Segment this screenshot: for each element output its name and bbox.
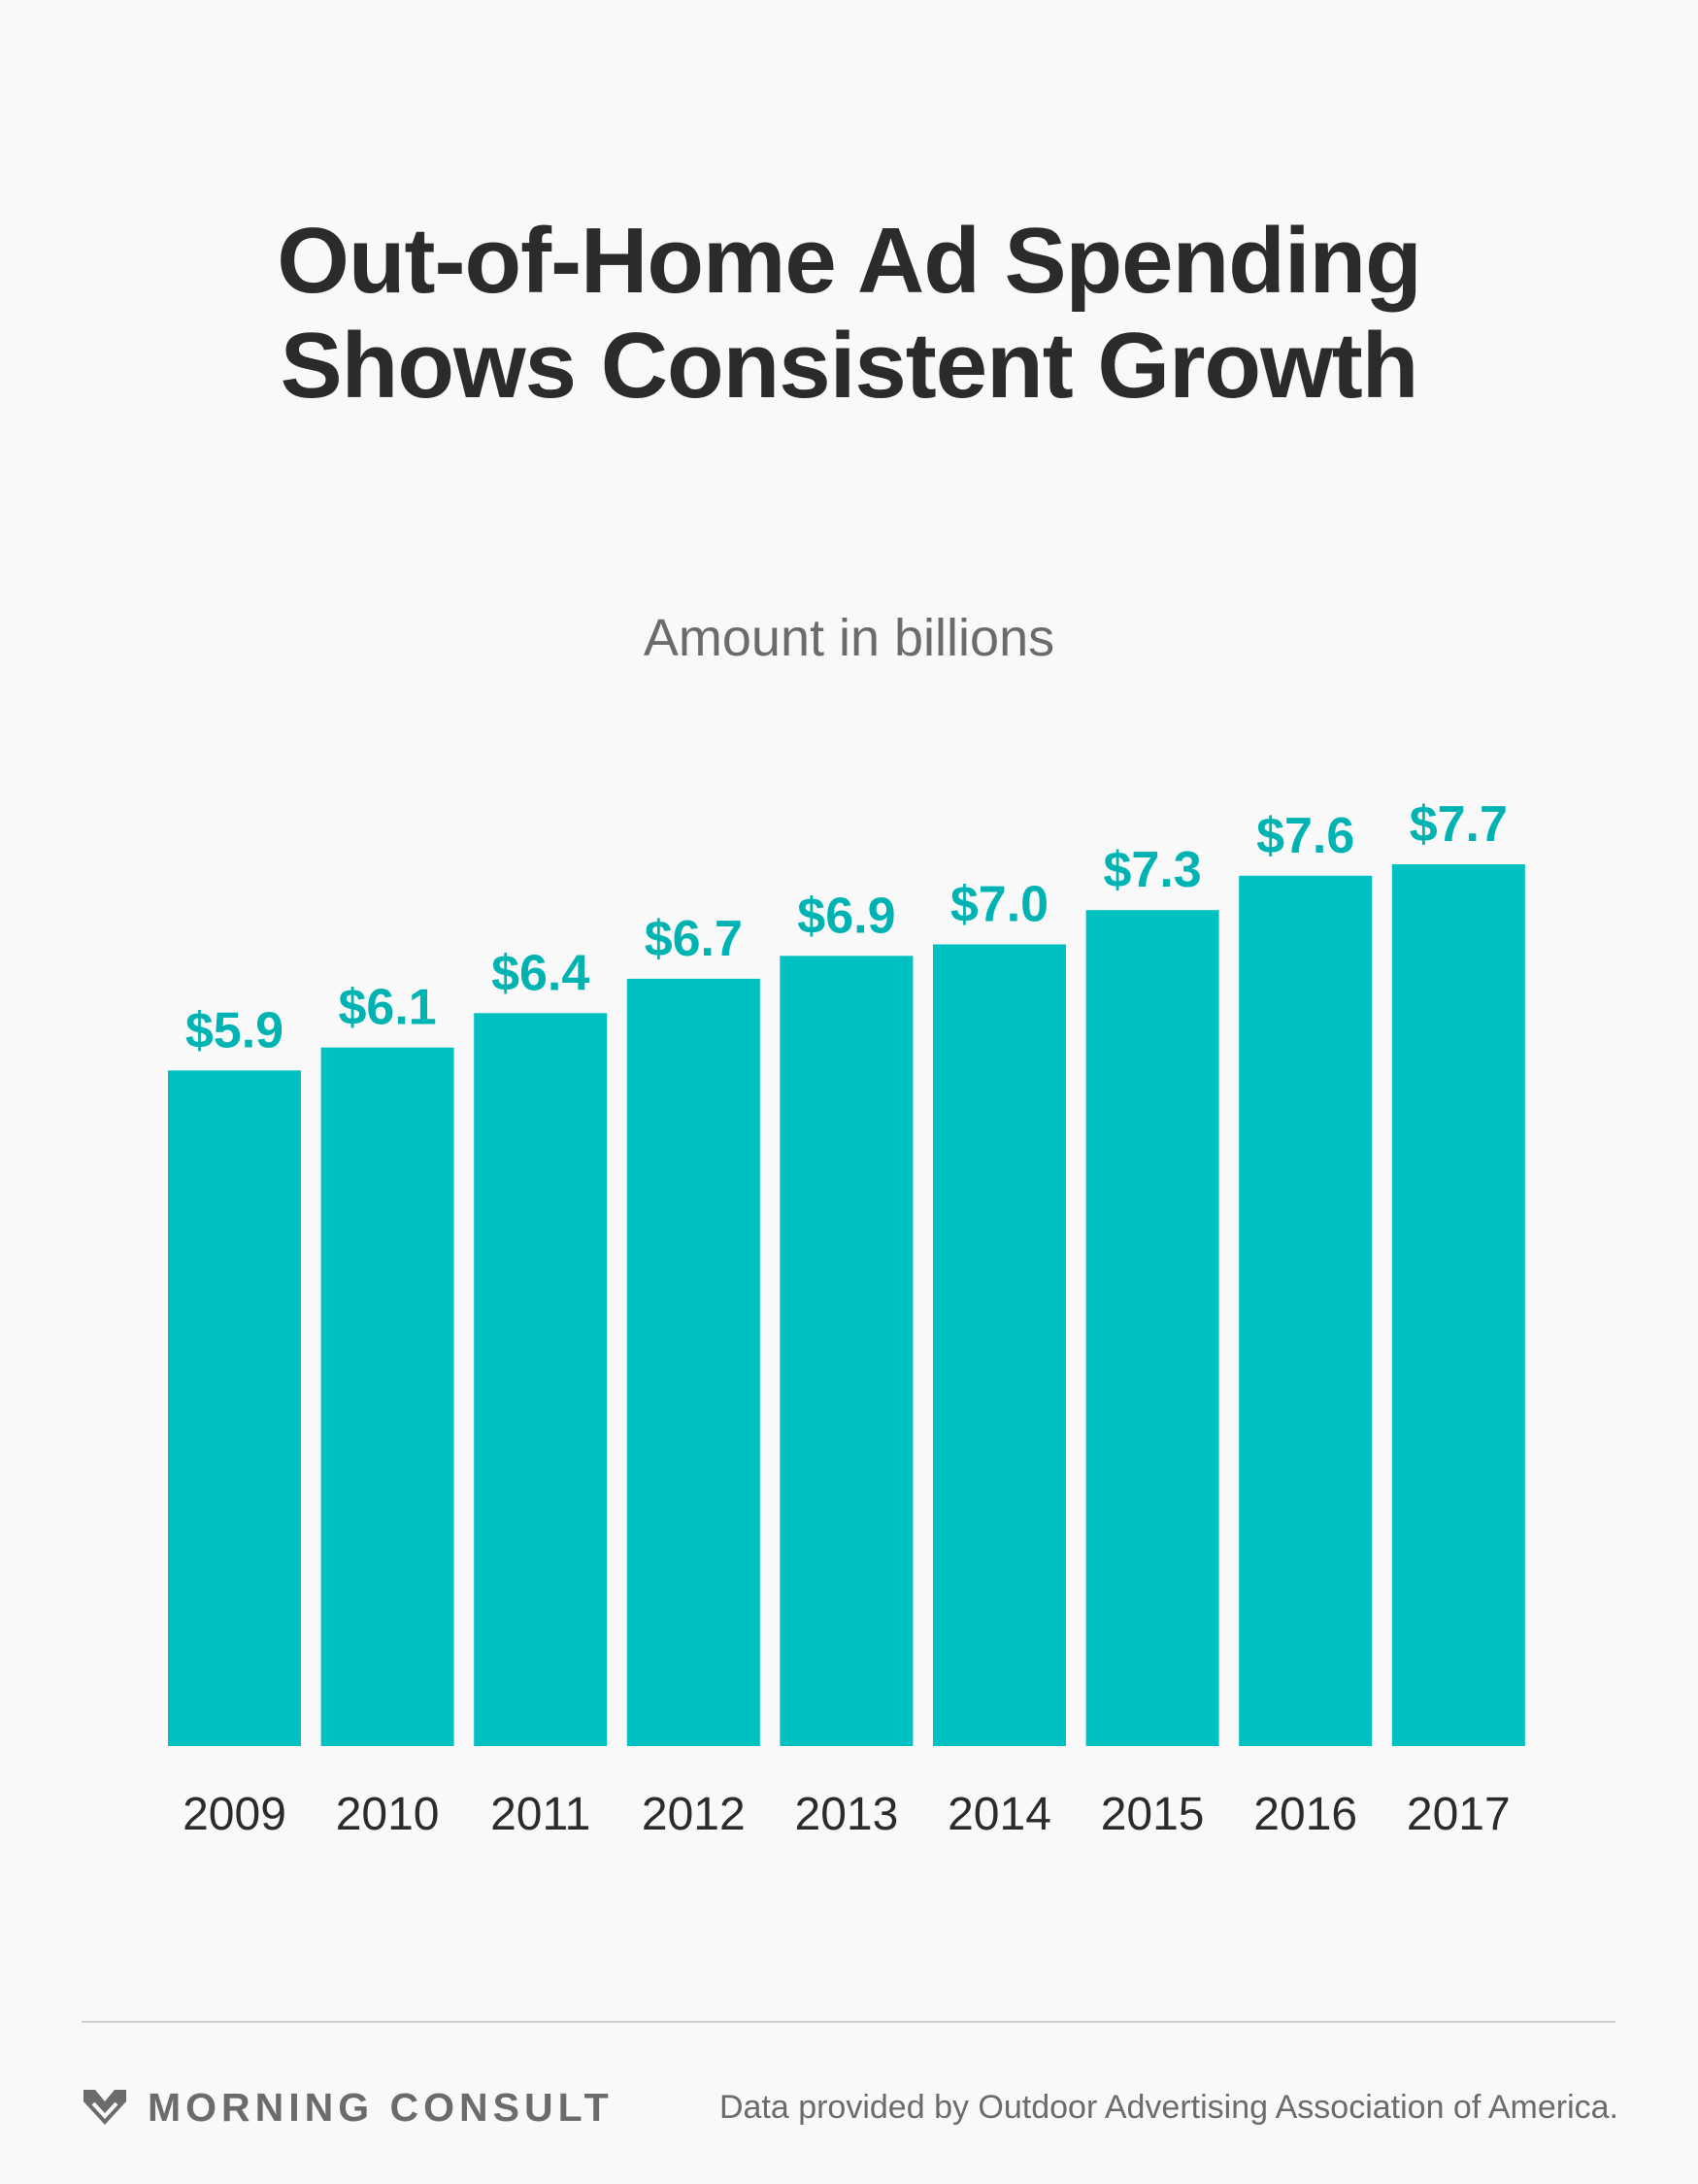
chart-title-line-2: Shows Consistent Growth bbox=[280, 314, 1419, 418]
brand-name: MORNING CONSULT bbox=[148, 2085, 614, 2130]
brand: MORNING CONSULT bbox=[83, 2078, 614, 2136]
value-label-2016: $7.6 bbox=[1256, 808, 1354, 864]
x-tick-label-2011: 2011 bbox=[490, 1789, 590, 1840]
chart-title: Out-of-Home Ad Spending Shows Consistent… bbox=[0, 209, 1698, 419]
bar-2011 bbox=[474, 1013, 608, 1746]
x-tick-label-2009: 2009 bbox=[183, 1789, 286, 1840]
x-tick-label-2016: 2016 bbox=[1253, 1789, 1357, 1840]
bar-2016 bbox=[1239, 875, 1373, 1746]
bar-chart: $5.9 2009 $6.1 2010 $6.4 2011 $6.7 2012 $6.9 2013… bbox=[168, 796, 1525, 1840]
x-tick-label-2013: 2013 bbox=[795, 1789, 899, 1840]
chart-title-line-1: Out-of-Home Ad Spending bbox=[277, 209, 1422, 313]
value-label-2015: $7.3 bbox=[1103, 842, 1201, 898]
value-label-2011: $6.4 bbox=[491, 945, 589, 1001]
bar-2010 bbox=[320, 1047, 454, 1746]
chart-subtitle: Amount in billions bbox=[643, 609, 1055, 667]
x-tick-label-2015: 2015 bbox=[1101, 1789, 1205, 1840]
value-label-2014: $7.0 bbox=[950, 877, 1049, 933]
value-label-2010: $6.1 bbox=[338, 980, 436, 1036]
source-note: Data provided by Outdoor Advertising Ass… bbox=[718, 2089, 1618, 2126]
footer-divider bbox=[82, 2021, 1615, 2023]
x-tick-label-2012: 2012 bbox=[642, 1789, 746, 1840]
x-tick-label-2017: 2017 bbox=[1407, 1789, 1511, 1840]
value-label-2017: $7.7 bbox=[1410, 796, 1508, 853]
x-tick-label-2014: 2014 bbox=[948, 1789, 1051, 1840]
value-label-2013: $6.9 bbox=[797, 888, 895, 944]
value-label-2012: $6.7 bbox=[645, 911, 743, 967]
bar-2012 bbox=[626, 978, 760, 1746]
bar-2017 bbox=[1391, 864, 1525, 1746]
bar-2015 bbox=[1085, 910, 1219, 1746]
bar-2014 bbox=[933, 944, 1066, 1746]
x-tick-label-2010: 2010 bbox=[336, 1789, 440, 1840]
morning-consult-chevron-icon bbox=[83, 2090, 126, 2125]
bar-2013 bbox=[780, 956, 914, 1746]
value-label-2009: $5.9 bbox=[185, 1002, 283, 1058]
bar-2009 bbox=[168, 1070, 301, 1746]
